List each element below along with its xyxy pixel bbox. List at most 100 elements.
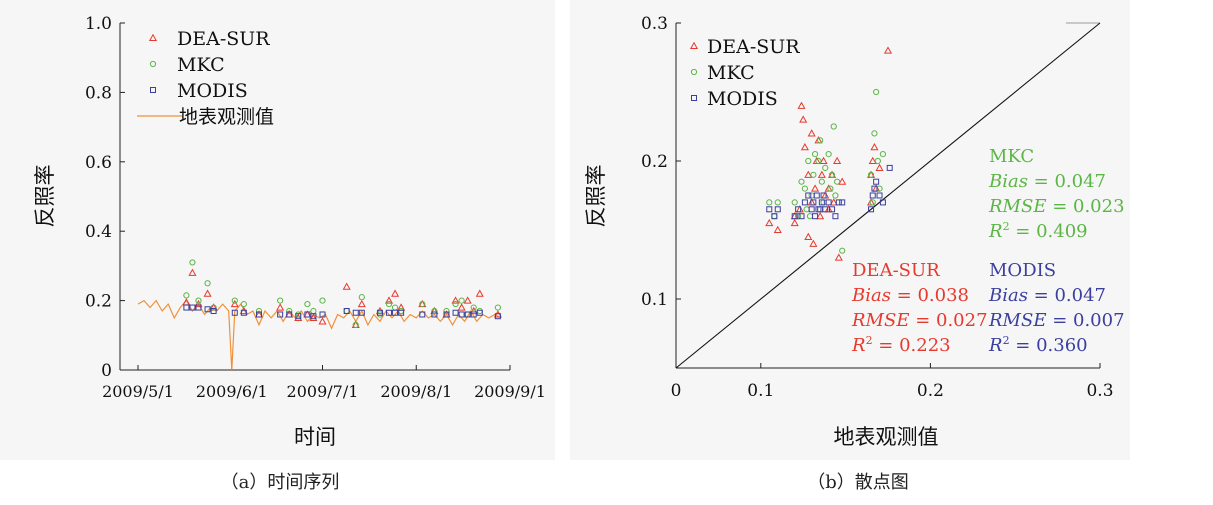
panel-a-background: [0, 0, 555, 460]
y-tick-label: 0.2: [641, 152, 668, 172]
modis-point: [829, 206, 836, 213]
legend-label: DEA-SUR: [707, 36, 800, 58]
modis-point: [464, 311, 471, 318]
mkc-point: [286, 307, 293, 315]
x-tick-label: 0.2: [917, 381, 944, 401]
dea-sur-point: [773, 225, 782, 234]
time-series-chart: 0 0.2 0.4 0.6 0.8 1.0 2009/5/1 2009/6/1 2009/7/…: [33, 14, 546, 449]
modis-point: [766, 206, 773, 213]
modis-point: [832, 213, 839, 220]
mkc-point: [817, 137, 824, 144]
dea-sur-point: [809, 239, 818, 247]
modis-point: [310, 313, 317, 320]
dea-sur-point: [799, 115, 808, 123]
y-tick-label: 0.8: [85, 83, 112, 103]
mkc-point: [240, 300, 247, 308]
y-tick-label: 1.0: [85, 14, 112, 34]
mkc-point: [822, 164, 829, 171]
panel-b-background: [570, 0, 1130, 460]
legend-marker: [149, 60, 157, 68]
dea-sur-point: [457, 303, 466, 311]
x-tick-label: 2009/8/1: [380, 382, 452, 401]
dea-sur-point: [276, 303, 285, 311]
dea-sur-point: [797, 101, 806, 109]
dea-sur-rmse: RMSE = 0.027: [851, 310, 988, 331]
mkc-point: [189, 259, 196, 266]
dea-sur-point: [816, 211, 825, 220]
dea-sur-point: [342, 282, 351, 290]
dea-sur-point: [230, 299, 239, 308]
modis-point: [183, 304, 190, 311]
y-tick-label: 0.3: [641, 14, 668, 34]
mkc-point: [805, 157, 812, 165]
modis-point: [398, 309, 405, 316]
dea-sur-point: [811, 184, 820, 192]
modis-point: [869, 192, 876, 199]
legend-marker: [690, 68, 698, 76]
dea-sur-point: [203, 289, 212, 297]
mkc-point: [828, 171, 836, 178]
dea-sur-point: [318, 317, 327, 325]
mkc-point: [879, 151, 887, 158]
dea-sur-point: [309, 313, 318, 322]
mkc-point: [774, 199, 781, 206]
modis-point: [343, 308, 350, 315]
dea-sur-point: [817, 170, 826, 178]
modis-point: [871, 185, 878, 192]
mkc-point: [798, 178, 805, 185]
modis-point: [873, 178, 880, 185]
mkc-point: [204, 280, 211, 287]
modis-point: [386, 309, 393, 316]
modis-point: [771, 213, 778, 220]
mkc-stats-title: MKC: [989, 146, 1034, 167]
modis-point: [839, 199, 846, 206]
legend-label: MKC: [707, 62, 755, 84]
modis-point: [876, 192, 883, 199]
mkc-point: [231, 297, 238, 304]
one-to-one-line: [675, 22, 1101, 369]
y-tick-label: 0.1: [641, 290, 668, 310]
mkc-point: [766, 199, 773, 206]
modis-point: [277, 311, 284, 318]
dea-sur-point: [807, 129, 816, 137]
modis-point: [352, 309, 359, 316]
modis-point: [774, 206, 781, 213]
legend-marker: [689, 41, 699, 50]
mkc-point: [795, 213, 802, 220]
modis-point: [822, 206, 829, 213]
dea-sur-point: [451, 296, 460, 304]
mkc-point: [277, 297, 284, 304]
modis-point: [801, 199, 808, 206]
mkc-point: [195, 297, 202, 304]
mkc-r2: R2 = 0.409: [988, 220, 1088, 242]
mkc-point: [358, 294, 365, 301]
modis-point: [812, 213, 819, 220]
x-axis-label: 时间: [294, 425, 336, 449]
modis-point: [240, 309, 247, 316]
dea-sur-r2: R2 = 0.223: [851, 334, 951, 356]
ground-observation-line: [137, 299, 502, 371]
modis-point: [286, 311, 293, 318]
dea-sur-point: [391, 289, 400, 297]
legend-marker: [150, 87, 156, 93]
x-tick-label: 0.3: [1086, 381, 1113, 401]
mkc-point: [431, 307, 438, 315]
mkc-bias: Bias = 0.047: [988, 171, 1106, 192]
modis-rmse: RMSE = 0.007: [988, 310, 1125, 331]
mkc-point: [832, 192, 839, 199]
modis-point: [419, 311, 426, 318]
dea-sur-point: [294, 313, 303, 322]
modis-point: [470, 311, 477, 318]
mkc-point: [825, 151, 832, 158]
mkc-point: [183, 292, 190, 299]
modis-point: [458, 311, 465, 318]
modis-point: [808, 206, 815, 213]
modis-r2: R2 = 0.360: [988, 334, 1088, 356]
caption-a: （a）时间序列: [221, 472, 340, 493]
modis-point: [231, 309, 238, 316]
modis-point: [805, 192, 812, 199]
dea-sur-bias: Bias = 0.038: [851, 285, 969, 306]
modis-point: [825, 199, 832, 206]
mkc-point: [818, 178, 825, 185]
dea-sur-point: [800, 142, 809, 151]
